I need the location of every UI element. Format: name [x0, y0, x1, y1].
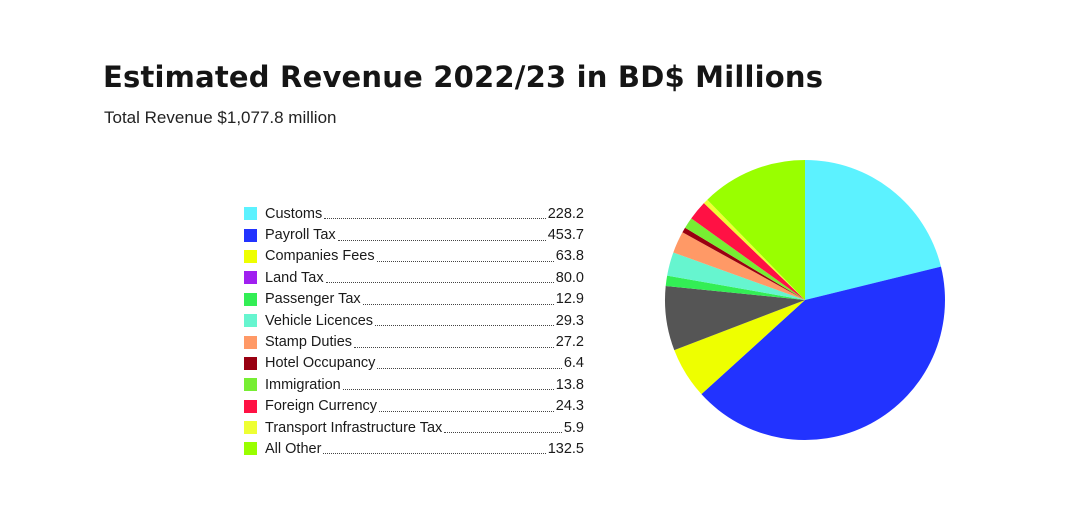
legend-item: Payroll Tax 453.7 [244, 224, 584, 245]
pie-slice-vehicle-licences [667, 252, 805, 300]
legend-swatch [244, 421, 257, 435]
pie-slice-land-tax [665, 285, 805, 351]
legend-label: Land Tax [265, 269, 324, 286]
legend-item: Transport Infrastructure Tax 5.9 [244, 417, 584, 438]
pie-slice-hotel-occupancy [682, 227, 805, 300]
legend-label: Passenger Tax [265, 291, 361, 308]
legend-value: 80.0 [555, 269, 584, 286]
legend-item: All Other 132.5 [244, 438, 584, 459]
pie-slice-all-other [707, 160, 805, 300]
legend-label: Stamp Duties [265, 334, 353, 351]
legend-leader-dots [379, 401, 554, 412]
legend-value: 453.7 [547, 227, 584, 244]
legend-item: Passenger Tax 12.9 [244, 289, 584, 310]
legend-leader-dots [325, 272, 554, 284]
legend-swatch [244, 314, 257, 328]
legend-leader-dots [375, 315, 554, 327]
legend-item: Immigration 13.8 [244, 374, 584, 395]
legend-item: Hotel Occupancy 6.4 [244, 353, 584, 374]
legend-leader-dots [376, 251, 554, 262]
legend-item: Stamp Duties 27.2 [244, 331, 584, 352]
legend-value: 6.4 [563, 355, 584, 372]
legend-label: Foreign Currency [265, 398, 378, 415]
chart-legend: Customs 228.2 Payroll Tax 453.7 Companies Fe… [244, 203, 584, 460]
legend-label: Immigration [265, 376, 341, 393]
chart-subtitle: Total Revenue $1,077.8 million [104, 108, 337, 127]
legend-value: 29.3 [555, 312, 584, 329]
pie-slice-foreign-currency [691, 203, 805, 300]
legend-value: 13.8 [555, 376, 584, 393]
pie-chart [665, 160, 945, 440]
pie-slice-immigration [685, 218, 805, 300]
legend-label: All Other [265, 440, 322, 457]
legend-swatch [244, 399, 257, 413]
legend-item: Land Tax 80.0 [244, 267, 584, 288]
legend-leader-dots [323, 443, 546, 455]
chart-title: Estimated Revenue 2022/23 in BD$ Million… [103, 60, 824, 94]
legend-leader-dots [337, 230, 546, 241]
legend-swatch [244, 378, 257, 392]
legend-leader-dots [444, 422, 562, 434]
pie-slice-transport-infrastructure-tax [703, 199, 805, 300]
legend-swatch [244, 356, 257, 370]
pie-slice-payroll-tax [701, 266, 945, 440]
legend-swatch [244, 442, 257, 456]
legend-label: Vehicle Licences [265, 312, 374, 329]
pie-slice-customs [805, 160, 941, 300]
legend-swatch [244, 292, 257, 306]
pie-slice-passenger-tax [665, 275, 805, 300]
legend-label: Companies Fees [265, 248, 375, 265]
legend-leader-dots [377, 358, 562, 369]
legend-swatch [244, 249, 257, 263]
legend-value: 12.9 [555, 291, 584, 308]
legend-label: Transport Infrastructure Tax [265, 419, 443, 436]
legend-item: Foreign Currency 24.3 [244, 396, 584, 417]
legend-swatch [244, 207, 257, 221]
legend-swatch [244, 271, 257, 285]
legend-value: 5.9 [563, 419, 584, 436]
legend-leader-dots [354, 337, 554, 348]
legend-value: 24.3 [555, 398, 584, 415]
legend-label: Hotel Occupancy [265, 355, 376, 372]
legend-swatch [244, 228, 257, 242]
pie-slice-companies-fees [674, 300, 805, 395]
legend-value: 132.5 [547, 440, 584, 457]
legend-value: 228.2 [547, 205, 584, 222]
legend-leader-dots [342, 379, 554, 391]
legend-item: Companies Fees 63.8 [244, 246, 584, 267]
legend-item: Vehicle Licences 29.3 [244, 310, 584, 331]
legend-value: 27.2 [555, 334, 584, 351]
legend-item: Customs 228.2 [244, 203, 584, 224]
legend-label: Customs [265, 205, 323, 222]
legend-swatch [244, 335, 257, 349]
legend-label: Payroll Tax [265, 227, 336, 244]
legend-leader-dots [362, 294, 554, 305]
legend-leader-dots [324, 208, 546, 220]
legend-value: 63.8 [555, 248, 584, 265]
pie-slice-stamp-duties [673, 232, 805, 300]
